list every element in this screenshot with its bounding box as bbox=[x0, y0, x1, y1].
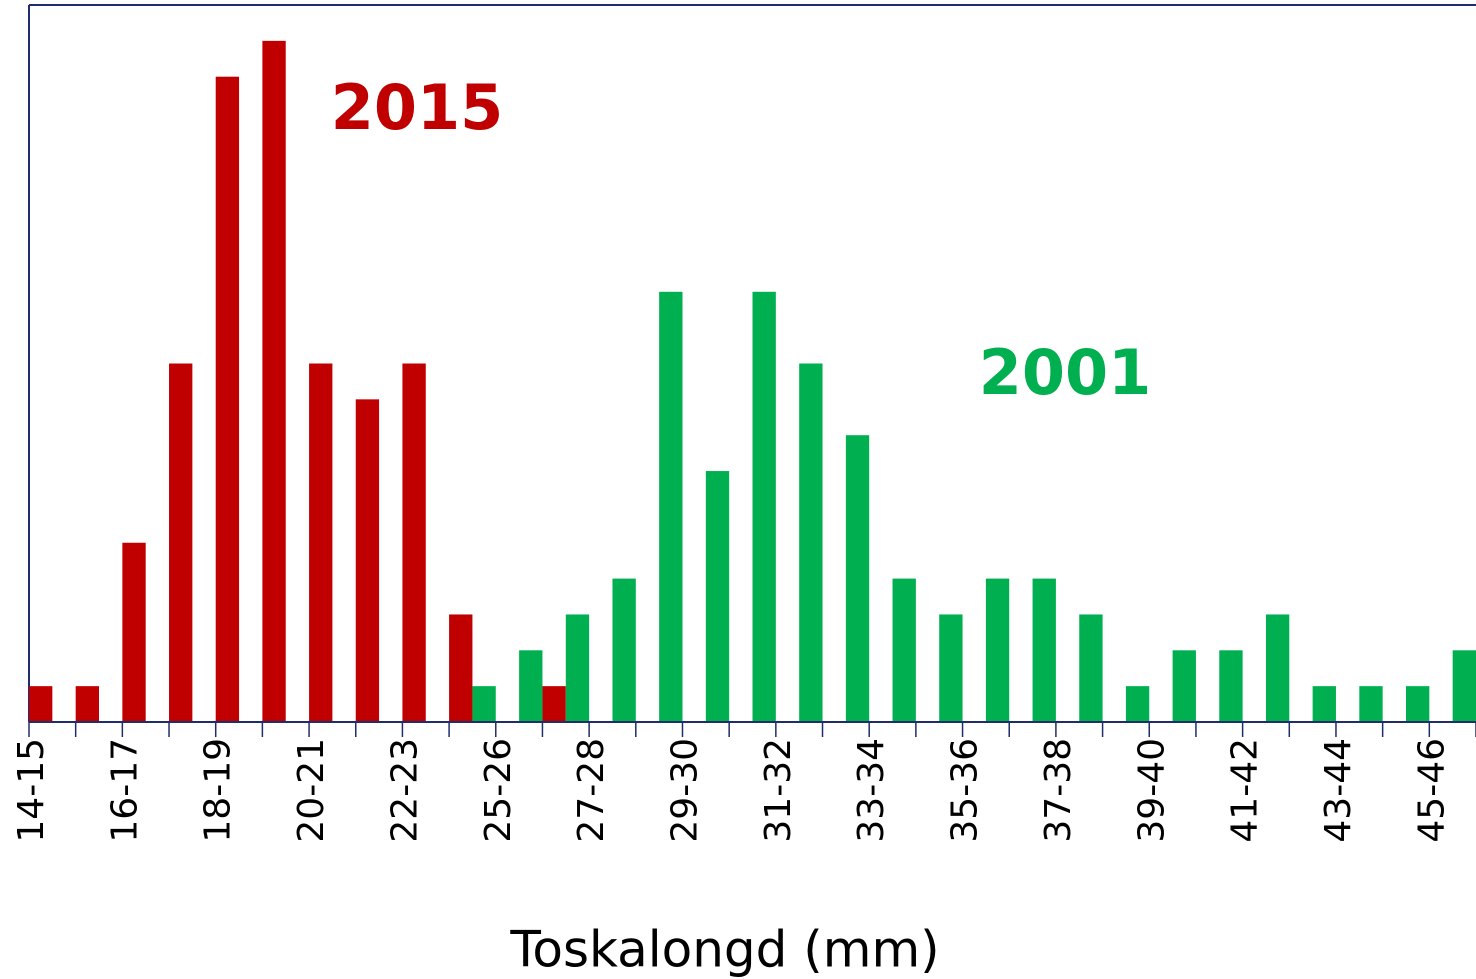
x-tick-label: 14-15 bbox=[11, 738, 52, 843]
x-tick-label: 16-17 bbox=[104, 738, 145, 843]
x-tick-label: 41-42 bbox=[1225, 738, 1266, 843]
bar bbox=[1405, 686, 1430, 722]
bar bbox=[355, 399, 380, 722]
bar bbox=[1265, 614, 1290, 722]
bar bbox=[309, 363, 333, 722]
bar bbox=[519, 650, 543, 722]
bar bbox=[752, 291, 776, 722]
bar bbox=[122, 542, 146, 722]
bar bbox=[1452, 650, 1476, 722]
bar bbox=[29, 686, 53, 722]
x-tick-label: 45-46 bbox=[1411, 738, 1452, 843]
bar bbox=[1079, 614, 1103, 722]
bar bbox=[169, 363, 193, 722]
bar bbox=[612, 578, 636, 722]
x-tick-label: 22-23 bbox=[384, 738, 425, 843]
bar bbox=[705, 471, 730, 722]
bar bbox=[449, 614, 473, 722]
bar bbox=[1359, 686, 1383, 722]
x-tick-label: 35-36 bbox=[945, 738, 986, 843]
bar bbox=[75, 686, 100, 722]
bar bbox=[892, 578, 916, 722]
x-tick-label: 39-40 bbox=[1131, 738, 1172, 843]
x-tick-label: 37-38 bbox=[1038, 738, 1079, 843]
x-tick-label: 27-28 bbox=[571, 738, 612, 843]
x-tick-label: 20-21 bbox=[291, 738, 332, 843]
bar bbox=[565, 614, 590, 722]
bar bbox=[402, 363, 426, 722]
bar bbox=[845, 435, 870, 722]
x-tick-label: 31-32 bbox=[758, 738, 799, 843]
series-label: 2015 bbox=[331, 71, 504, 144]
x-axis-label: Toskalongd (mm) bbox=[509, 921, 939, 979]
series-label: 2001 bbox=[979, 336, 1152, 409]
bar bbox=[1219, 650, 1243, 722]
x-tick-label: 29-30 bbox=[664, 738, 705, 843]
bar bbox=[985, 578, 1010, 722]
bar bbox=[1032, 578, 1056, 722]
x-tick-label: 18-19 bbox=[198, 738, 239, 843]
bar bbox=[659, 291, 683, 722]
bar bbox=[1312, 686, 1336, 722]
bar bbox=[939, 614, 963, 722]
bar bbox=[215, 76, 240, 722]
x-tick-label: 43-44 bbox=[1318, 738, 1359, 843]
bar bbox=[262, 40, 286, 723]
bar bbox=[472, 686, 496, 722]
x-tick-label: 25-26 bbox=[478, 738, 519, 843]
bar bbox=[799, 363, 823, 722]
x-tick-label: 33-34 bbox=[851, 738, 892, 843]
bar bbox=[1125, 686, 1150, 722]
bar bbox=[1172, 650, 1196, 722]
bar bbox=[542, 686, 566, 722]
